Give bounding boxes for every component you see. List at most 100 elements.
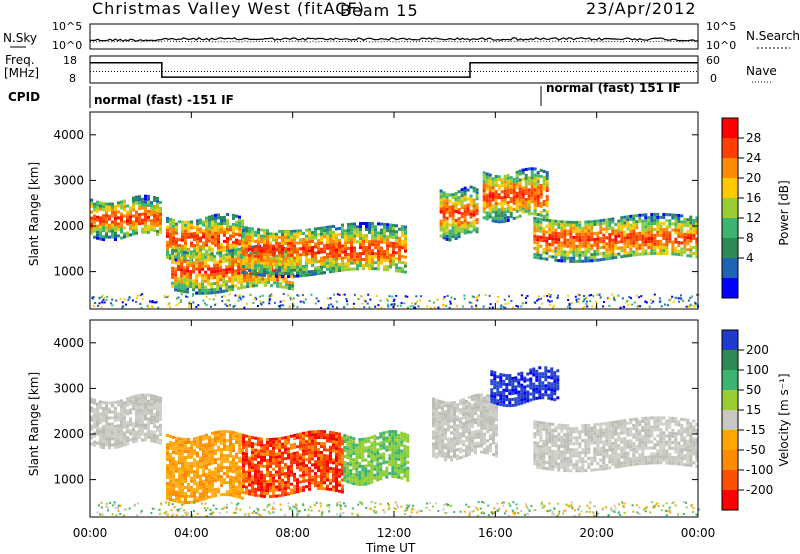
power-cell	[545, 224, 549, 228]
velocity-cell	[376, 457, 380, 461]
velocity-cell	[166, 449, 169, 452]
velocity-cell	[370, 462, 374, 466]
power-cell	[527, 176, 531, 180]
power-cell	[180, 262, 184, 266]
velocity-cell	[169, 477, 172, 480]
velocity-cell	[299, 447, 302, 451]
power-cell	[275, 247, 278, 251]
power-cell	[362, 237, 365, 240]
power-cell	[677, 241, 681, 244]
power-cell	[395, 239, 398, 243]
power-cell	[527, 194, 531, 198]
velocity-cell	[266, 474, 269, 477]
power-cell	[539, 168, 543, 172]
power-cell	[220, 231, 223, 234]
velocity-cell	[284, 493, 287, 497]
velocity-cell	[432, 424, 435, 428]
power-cell	[554, 252, 558, 256]
power-cell	[674, 225, 678, 229]
velocity-cell	[141, 411, 144, 415]
power-cell	[500, 217, 504, 221]
power-cell	[120, 230, 123, 234]
scatter-dot	[521, 302, 524, 305]
power-cell	[392, 226, 395, 230]
power-cell	[632, 217, 636, 221]
velocity-cell	[205, 463, 208, 467]
power-cell	[114, 211, 117, 214]
power-cell	[368, 258, 371, 261]
power-cell	[560, 229, 564, 233]
power-cell	[126, 234, 129, 238]
velocity-cell	[341, 490, 344, 494]
velocity-cell	[141, 393, 144, 397]
scatter-dot	[189, 300, 192, 303]
velocity-cell	[379, 453, 383, 457]
power-cell	[266, 232, 269, 236]
power-cell	[460, 227, 464, 231]
velocity-cell	[202, 482, 205, 486]
velocity-cell	[293, 475, 296, 479]
scatter-dot	[393, 298, 396, 301]
power-cell	[545, 198, 549, 202]
power-cell	[138, 204, 141, 208]
power-cell	[249, 278, 253, 282]
power-cell	[174, 249, 178, 253]
velocity-cell	[229, 469, 232, 473]
power-cell	[575, 223, 579, 227]
power-cell	[401, 267, 404, 271]
scatter-dot	[164, 296, 167, 298]
velocity-cell	[223, 478, 226, 481]
velocity-cell	[287, 441, 290, 445]
power-cell	[196, 249, 199, 253]
power-cell	[159, 218, 162, 222]
velocity-cell	[96, 426, 99, 430]
power-cell	[245, 250, 248, 254]
velocity-cell	[214, 431, 217, 435]
power-cell	[644, 252, 648, 256]
scatter-dot	[525, 301, 527, 304]
power-cell	[506, 192, 510, 195]
velocity-cell	[208, 453, 211, 457]
power-cell	[578, 238, 582, 242]
power-cell	[258, 268, 262, 272]
power-cell	[689, 227, 693, 231]
power-cell	[105, 223, 108, 227]
velocity-cell	[178, 494, 181, 498]
velocity-cell	[229, 460, 232, 464]
velocity-cell	[346, 453, 350, 457]
velocity-cell	[323, 469, 326, 473]
power-cell	[524, 203, 528, 207]
power-cell	[291, 287, 295, 291]
power-cell	[299, 271, 302, 275]
power-cell	[238, 239, 241, 243]
scatter-dot	[192, 301, 195, 304]
velocity-cell	[184, 456, 187, 459]
power-cell	[99, 234, 102, 238]
velocity-cell	[153, 430, 156, 434]
velocity-cell	[403, 462, 407, 466]
velocity-cell	[202, 437, 205, 441]
velocity-cell	[217, 433, 220, 437]
velocity-cell	[260, 440, 263, 444]
power-cell	[374, 234, 377, 238]
velocity-cell	[175, 493, 178, 497]
velocity-cell	[343, 461, 347, 464]
velocity-cell	[214, 476, 217, 480]
power-cell	[359, 258, 362, 262]
velocity-cell	[332, 467, 335, 471]
power-cell	[524, 182, 528, 186]
power-cell	[371, 231, 374, 235]
power-cell	[356, 225, 359, 229]
velocity-cell	[432, 406, 435, 410]
power-cell	[90, 231, 93, 235]
velocity-cell	[135, 412, 138, 416]
power-cell	[175, 246, 178, 250]
power-cell	[686, 236, 690, 240]
power-cell	[386, 247, 389, 251]
power-cell	[220, 243, 223, 246]
velocity-cell	[214, 488, 217, 492]
velocity-cell	[150, 406, 153, 410]
velocity-cell	[114, 439, 117, 443]
velocity-cell	[153, 433, 156, 437]
power-cell	[548, 249, 552, 252]
